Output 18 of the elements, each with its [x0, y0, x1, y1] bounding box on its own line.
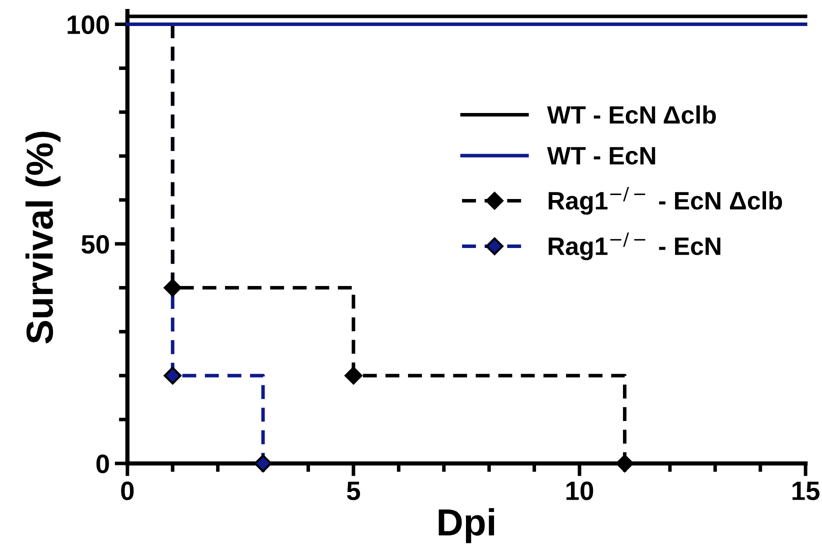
point	[254, 454, 272, 472]
x-axis-title: Dpi	[438, 508, 494, 544]
legend-label: WT - EcN Δclb	[547, 105, 716, 124]
x-tick-label: 0	[121, 481, 134, 500]
legend-label: Rag1$^{−/−}$ - EcN Δclb	[548, 187, 782, 215]
x-tick-label: 15	[792, 482, 820, 500]
x-tick-label: 5	[346, 482, 360, 500]
y-tick-label: 100	[68, 15, 109, 34]
point	[344, 366, 362, 384]
y-tick-label: 0	[96, 454, 109, 474]
y-axis-title: Survival (%)	[26, 132, 60, 344]
point	[164, 278, 182, 297]
y-tick-label: 50	[82, 234, 109, 254]
x-tick-label: 10	[566, 481, 594, 500]
point	[616, 454, 634, 472]
point	[164, 366, 182, 384]
legend-label: Rag1$^{−/−}$ - EcN	[548, 232, 720, 260]
legend-label: WT - EcN	[547, 147, 656, 165]
